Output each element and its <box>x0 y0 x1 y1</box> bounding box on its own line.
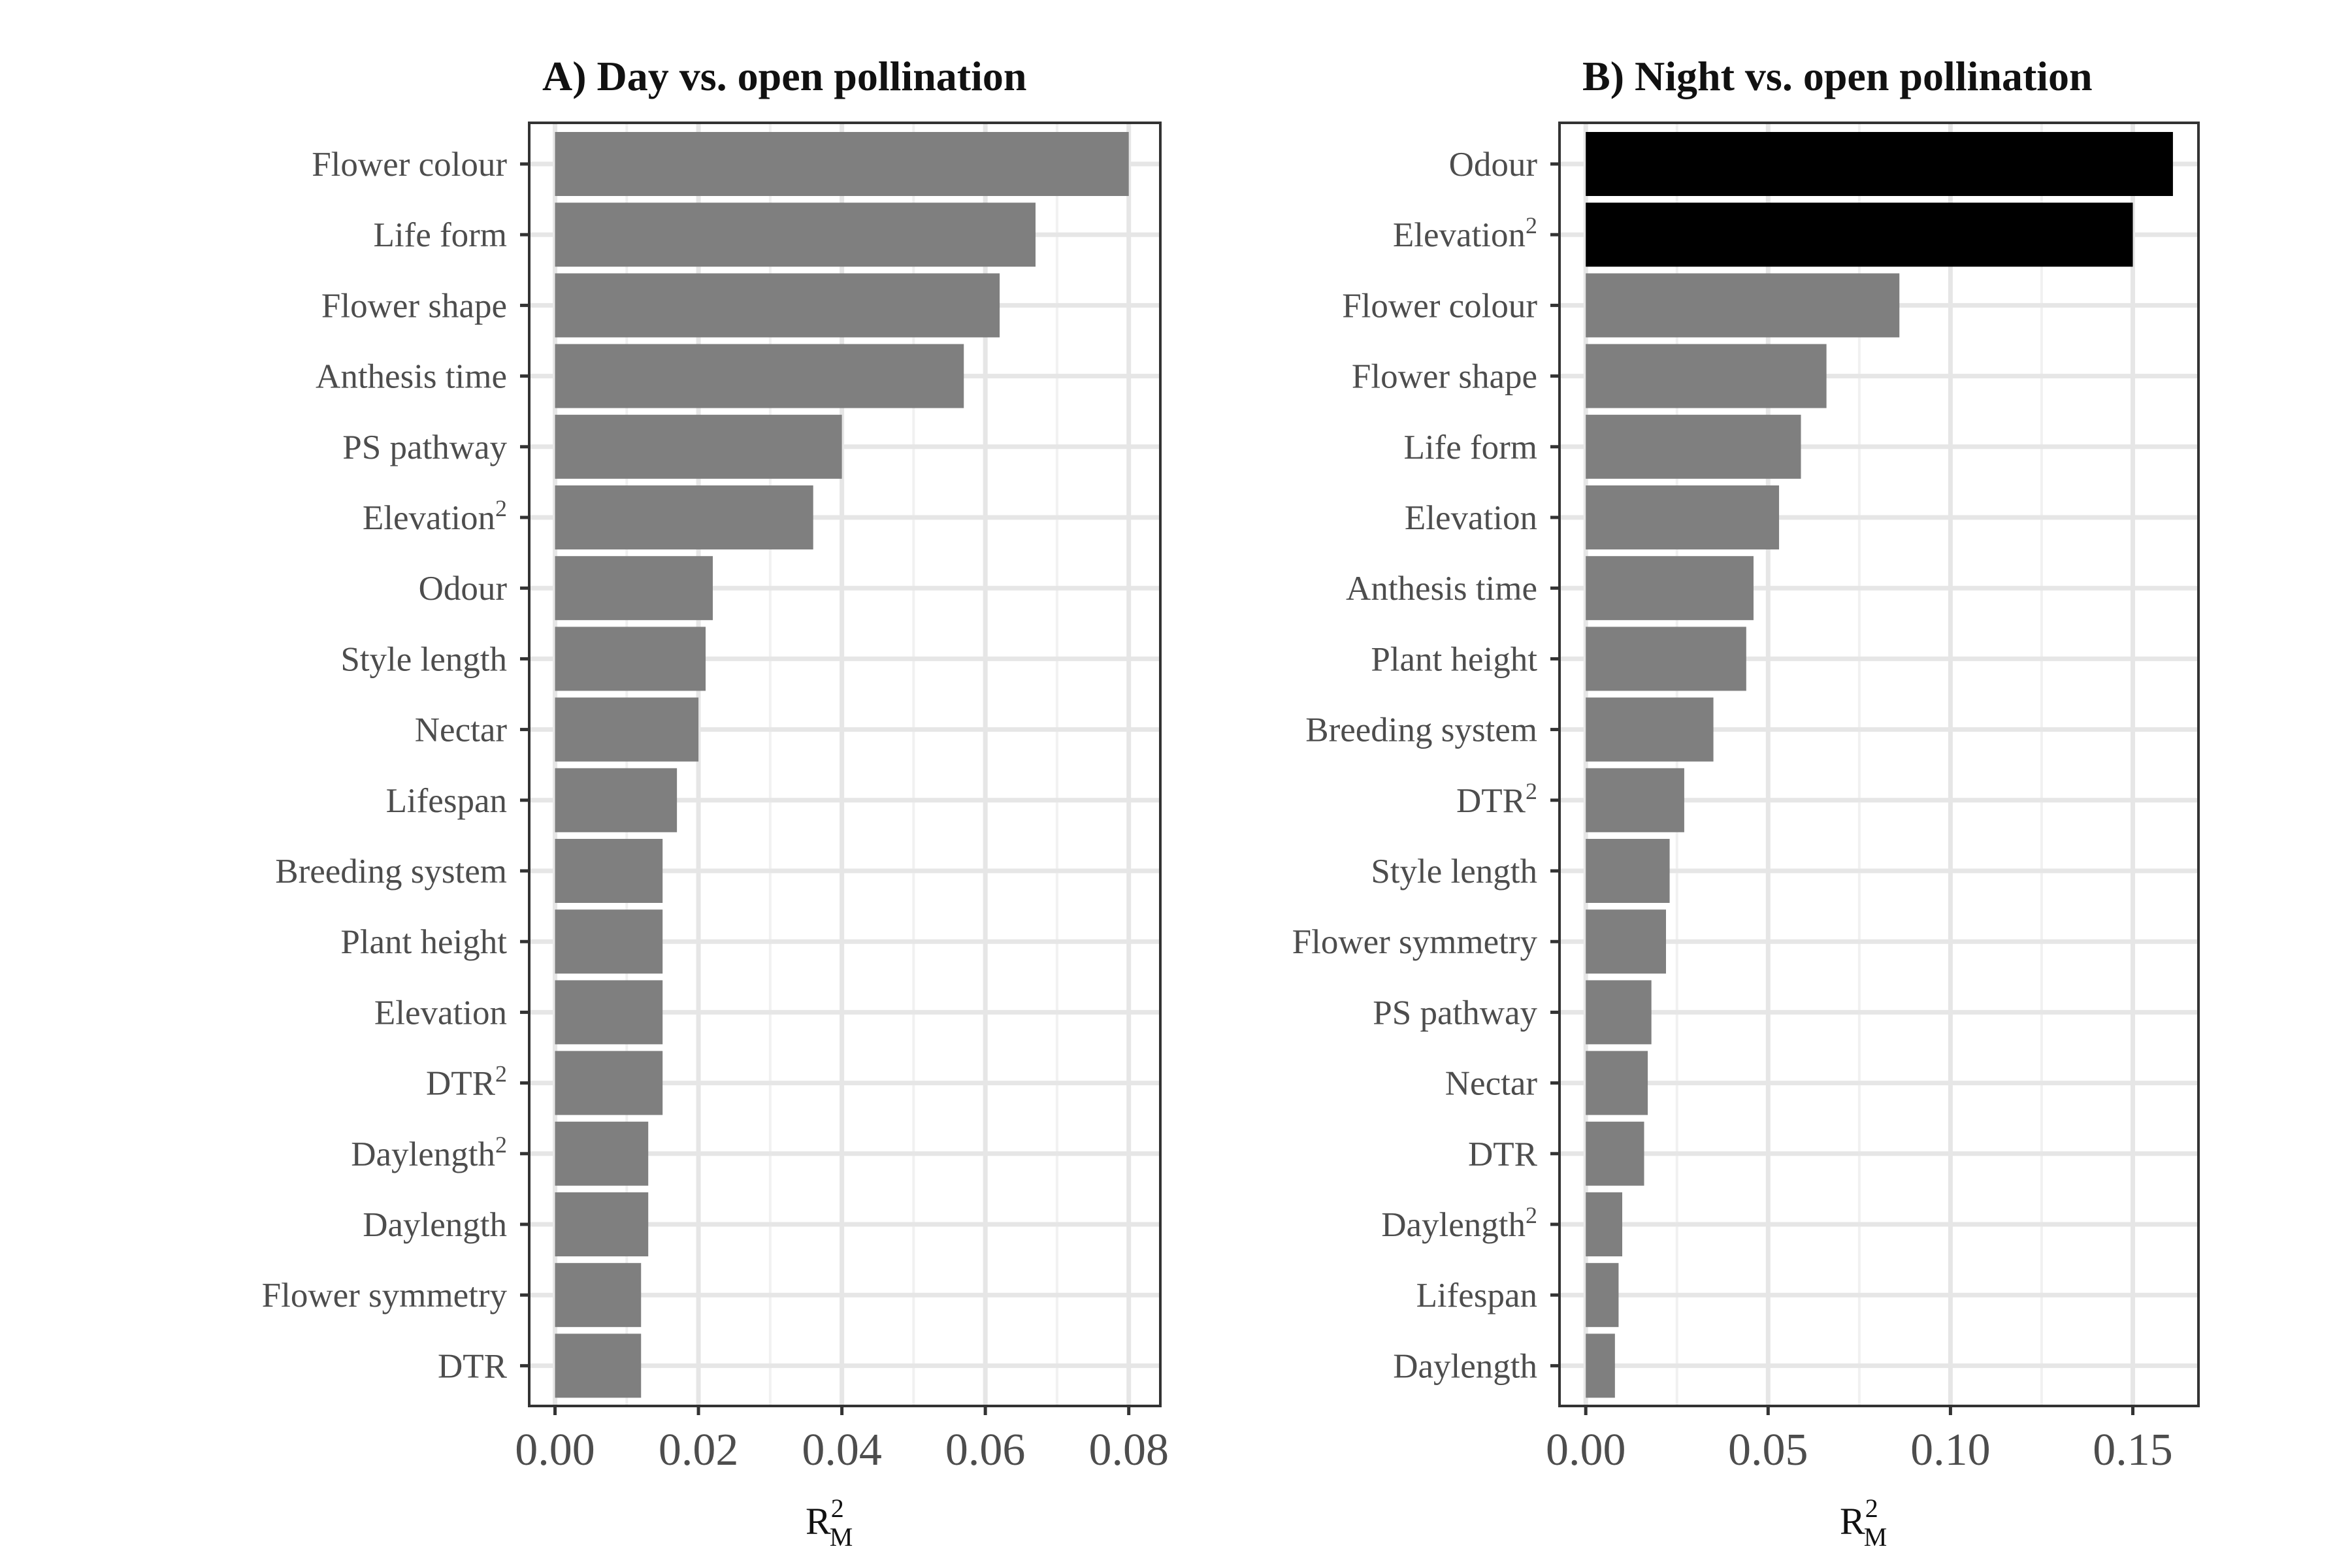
category-label: Daylength <box>1393 1347 1537 1385</box>
bar-flower-symmetry <box>555 1263 642 1328</box>
category-label: Flower shape <box>1352 358 1537 396</box>
panel-border <box>528 122 1162 1407</box>
x-tick-label: 0.06 <box>945 1425 1026 1475</box>
category-label: Breeding system <box>1305 711 1537 749</box>
x-tick-label: 0.02 <box>659 1425 739 1475</box>
bar-life-form <box>1586 414 1801 479</box>
x-tick-label: 0.15 <box>2093 1425 2173 1475</box>
category-label: Flower colour <box>1342 287 1537 325</box>
panel-day-vs-open: A) Day vs. open pollination Flower colou… <box>262 53 1169 1552</box>
category-label: Nectar <box>1445 1065 1538 1103</box>
category-label: DTR2 <box>1456 778 1537 820</box>
bar-plant-height <box>555 909 663 974</box>
category-label: DTR <box>1468 1135 1538 1173</box>
category-label: Daylength2 <box>351 1132 507 1173</box>
panel-border <box>1558 122 2200 1407</box>
bar-ps-pathway <box>1586 980 1652 1045</box>
category-label: Flower symmetry <box>262 1277 508 1315</box>
bar-flower-shape <box>1586 344 1827 408</box>
bar-dtr-sq <box>555 1051 663 1115</box>
x-axis-title: R2 M <box>1840 1494 1887 1552</box>
bar-odour <box>555 556 713 621</box>
category-label: Odour <box>419 570 508 608</box>
x-axis-title: R2 M <box>806 1494 853 1552</box>
category-label: Lifespan <box>1416 1277 1537 1315</box>
bar-style-length <box>555 627 706 691</box>
panel-a-title: A) Day vs. open pollination <box>542 53 1026 99</box>
bar-plant-height <box>1586 627 1746 691</box>
bar-breeding-system <box>1586 697 1714 762</box>
bar-nectar <box>555 697 699 762</box>
bar-elevation-sq <box>1586 203 2133 267</box>
bar-lifespan <box>1586 1263 1619 1328</box>
bar-flower-colour <box>1586 273 1900 338</box>
bar-dtr <box>555 1333 642 1398</box>
category-label: Anthesis time <box>1346 570 1537 608</box>
category-label: Anthesis time <box>316 358 507 396</box>
category-label: Breeding system <box>275 853 507 890</box>
x-tick-label: 0.05 <box>1728 1425 1808 1475</box>
category-label: Flower shape <box>321 287 507 325</box>
bar-daylength <box>1586 1333 1615 1398</box>
category-label: Elevation2 <box>1393 212 1537 254</box>
bar-breeding-system <box>555 839 663 903</box>
x-tick-label: 0.08 <box>1088 1425 1169 1475</box>
bar-flower-shape <box>555 273 1000 338</box>
bar-daylength <box>555 1192 649 1256</box>
category-label: Lifespan <box>386 782 507 820</box>
category-label: PS pathway <box>342 429 507 466</box>
bar-style-length <box>1586 839 1670 903</box>
category-label: Style length <box>1371 853 1537 890</box>
bar-dtr-sq <box>1586 768 1684 832</box>
bar-daylength-sq <box>555 1121 649 1186</box>
x-tick-label: 0.00 <box>1546 1425 1626 1475</box>
panel-night-vs-open: B) Night vs. open pollination Odour Eleva… <box>1292 53 2200 1552</box>
bar-flower-symmetry <box>1586 909 1666 974</box>
x-tick-label: 0.04 <box>802 1425 882 1475</box>
x-tick-label: 0.10 <box>1910 1425 1991 1475</box>
bar-nectar <box>1586 1051 1648 1115</box>
bar-odour <box>1586 132 2173 196</box>
category-label: Plant height <box>1371 640 1537 678</box>
category-label: Odour <box>1449 146 1538 184</box>
category-label: Elevation <box>1405 499 1537 537</box>
bar-ps-pathway <box>555 414 842 479</box>
category-label: Life form <box>1403 429 1537 466</box>
bar-daylength-sq <box>1586 1192 1623 1256</box>
category-label: Life form <box>373 216 507 254</box>
category-label: Nectar <box>415 711 508 749</box>
category-label: Flower colour <box>312 146 507 184</box>
bar-elevation-sq <box>555 485 813 549</box>
category-label: DTR <box>438 1347 508 1385</box>
category-label: Elevation <box>374 994 507 1032</box>
category-label: Style length <box>340 640 507 678</box>
bar-elevation <box>1586 485 1780 549</box>
bar-lifespan <box>555 768 678 832</box>
bar-anthesis-time <box>1586 556 1754 621</box>
bar-elevation <box>555 980 663 1045</box>
category-label: PS pathway <box>1373 994 1537 1032</box>
bar-anthesis-time <box>555 344 964 408</box>
category-label: Daylength2 <box>1381 1202 1537 1244</box>
category-label: Elevation2 <box>363 495 507 537</box>
bar-flower-colour <box>555 132 1129 196</box>
panel-b-title: B) Night vs. open pollination <box>1582 53 2093 99</box>
category-label: DTR2 <box>426 1061 507 1103</box>
category-label: Plant height <box>340 923 507 961</box>
bar-dtr <box>1586 1121 1644 1186</box>
x-tick-label: 0.00 <box>515 1425 595 1475</box>
category-label: Flower symmetry <box>1292 923 1538 961</box>
bar-life-form <box>555 203 1036 267</box>
category-label: Daylength <box>363 1206 507 1244</box>
